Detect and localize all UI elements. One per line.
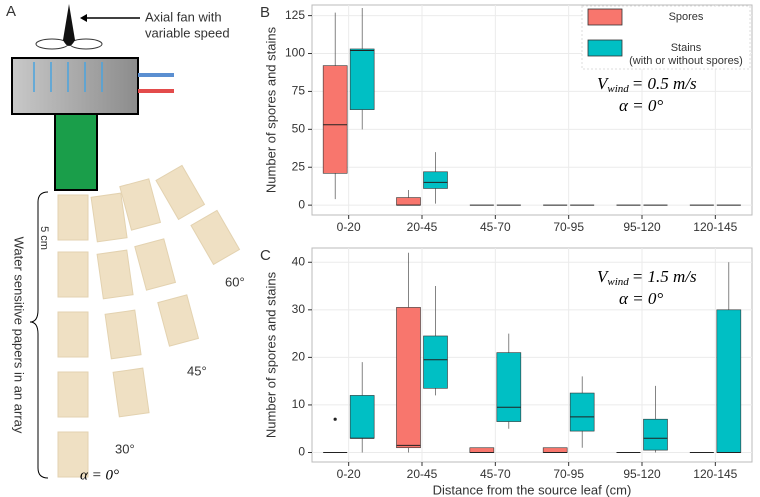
y-tick-label: 10 xyxy=(292,397,306,411)
annotation-symbol: V xyxy=(597,267,610,286)
y-axis-title: Number of spores and stains xyxy=(263,271,278,438)
panel-a: A Axial fan with variable speed Water se… xyxy=(6,3,245,483)
y-tick-label: 40 xyxy=(292,254,306,268)
y-tick-label: 50 xyxy=(292,122,306,136)
y-tick-label: 0 xyxy=(298,197,305,211)
y-tick-label: 20 xyxy=(292,350,306,364)
box xyxy=(423,335,448,389)
x-tick-label: 70-95 xyxy=(553,220,584,234)
y-tick-label: 75 xyxy=(292,84,306,98)
box xyxy=(423,171,448,189)
duct xyxy=(11,57,139,115)
box xyxy=(349,48,375,110)
box xyxy=(716,309,742,453)
x-tick-label: 120-145 xyxy=(693,220,737,234)
x-tick-label: 20-45 xyxy=(407,220,438,234)
legend-swatch xyxy=(587,39,623,57)
annotation: Vwind = 0.5 m/s xyxy=(597,74,697,95)
pipe xyxy=(138,89,174,93)
annotation-subscript: wind xyxy=(607,276,629,288)
brace xyxy=(29,191,49,479)
annotation-angle: α = 0° xyxy=(619,96,663,115)
fan-label: variable speed xyxy=(145,25,230,40)
x-tick-label: 0-20 xyxy=(337,220,361,234)
legend-swatch xyxy=(587,8,623,26)
x-tick-label: 70-95 xyxy=(553,467,584,481)
x-tick-label: 45-70 xyxy=(480,220,511,234)
angle-label: 45° xyxy=(187,363,207,378)
box xyxy=(569,392,595,432)
legend-note: (with or without spores) xyxy=(629,55,743,67)
box xyxy=(396,197,421,206)
fan-hub xyxy=(63,4,75,46)
box xyxy=(542,447,568,453)
box xyxy=(469,447,495,453)
y-tick-label: 125 xyxy=(285,8,305,22)
scale-label: 5 cm xyxy=(38,226,50,250)
annotation: Vwind = 1.5 m/s xyxy=(597,267,697,288)
box xyxy=(643,418,668,451)
fan-blade xyxy=(69,38,103,50)
panel-label: B xyxy=(260,4,270,21)
plot-area xyxy=(311,247,753,463)
y-tick-label: 0 xyxy=(298,445,305,459)
outlier xyxy=(333,417,337,421)
annotation-value: = 0.5 m/s xyxy=(632,74,697,93)
legend-label: Stains xyxy=(671,42,702,54)
airflow xyxy=(33,62,103,92)
angle-label: 30° xyxy=(115,441,135,456)
x-tick-label: 20-45 xyxy=(407,467,438,481)
panel-label: A xyxy=(6,3,16,20)
panel-label: C xyxy=(260,247,271,264)
x-tick-label: 95-120 xyxy=(623,467,661,481)
y-tick-label: 30 xyxy=(292,302,306,316)
array-label: Water sensitive papers in an array xyxy=(12,237,27,434)
x-tick-label: 120-145 xyxy=(693,467,737,481)
angle-label: α = 0° xyxy=(80,467,119,483)
annotation-value: = 1.5 m/s xyxy=(632,267,697,286)
x-tick-label: 0-20 xyxy=(337,467,361,481)
pipe xyxy=(138,73,174,77)
fan-blade xyxy=(35,38,69,50)
annotation-subscript: wind xyxy=(607,83,629,95)
annotation-angle: α = 0° xyxy=(619,289,663,308)
x-tick-label: 95-120 xyxy=(623,220,661,234)
papers xyxy=(57,164,241,478)
fan-label: Axial fan with xyxy=(145,9,222,24)
arrow-head xyxy=(80,14,87,22)
box xyxy=(322,65,348,174)
x-tick-label: 45-70 xyxy=(480,467,511,481)
y-tick-label: 100 xyxy=(285,46,305,60)
y-tick-label: 25 xyxy=(292,159,306,173)
box xyxy=(396,307,421,449)
box xyxy=(349,395,375,439)
angle-label: 60° xyxy=(225,274,245,289)
legend-label: Spores xyxy=(669,11,704,23)
y-axis-title: Number of spores and stains xyxy=(263,26,278,193)
x-axis-title: Distance from the source leaf (cm) xyxy=(433,482,632,497)
box xyxy=(496,352,522,422)
annotation-symbol: V xyxy=(597,74,610,93)
source-leaf xyxy=(54,113,98,191)
